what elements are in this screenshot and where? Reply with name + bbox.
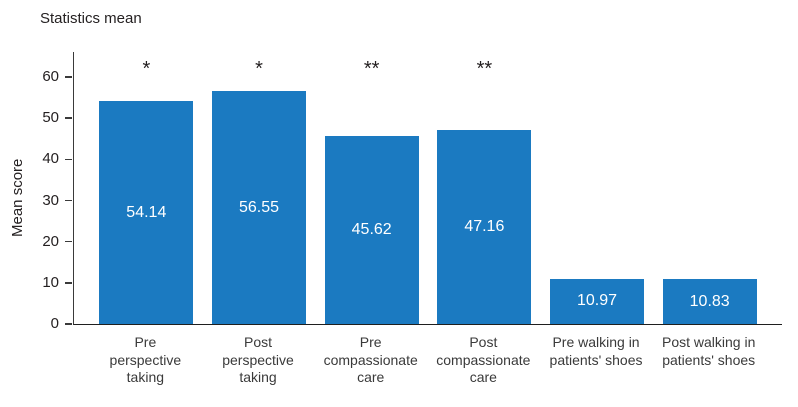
significance-annotation: ** [363,58,380,80]
significance-annotation: ** [476,58,493,80]
bar-slot: * 54.14 [90,52,203,324]
bar-slot: ** 45.62 [315,52,428,324]
bar-slot: * 56.55 [203,52,316,324]
x-axis-label: Post compassionate care [436,334,531,385]
chart-title: Statistics mean [40,10,142,27]
y-tick-label: 40 [42,150,59,168]
bar: 45.62 [324,136,419,324]
bars-row: * 54.14 * 56.55 ** 45.62 ** 47. [90,52,766,324]
bar-slot: 10.97 [541,52,654,324]
y-tick-mark [65,282,72,284]
bar-slot: 10.83 [653,52,766,324]
bar: 10.97 [550,278,645,324]
y-tick-mark [65,199,72,202]
bar: 10.83 [662,279,757,324]
bar-value-label: 45.62 [351,221,392,239]
bar-value-label: 10.83 [689,292,730,310]
plot-area: 0 10 20 30 40 50 60 * [42,52,782,332]
x-axis-label: Post perspective taking [222,334,294,385]
x-axis-label: Post walking in patients' shoes [662,334,756,368]
y-tick-label: 10 [42,273,59,291]
y-tick-label: 60 [42,68,59,85]
y-tick-label: 0 [50,315,59,332]
y-tick-mark [65,76,72,78]
y-tick-mark [65,117,72,119]
x-axis-labels-row: Pre perspective taking Post perspective … [89,334,765,387]
bar-value-label: 56.55 [238,198,280,216]
y-tick-label: 30 [42,191,59,209]
bar: 47.16 [437,129,532,324]
y-tick-mark [65,158,72,161]
y-tick-label: 20 [42,232,59,250]
bar-value-label: 10.97 [576,292,618,310]
x-axis-label: Pre perspective taking [109,334,182,385]
x-axis-label: Pre compassionate care [323,334,418,385]
bar: 54.14 [99,101,194,324]
y-tick-mark [65,240,72,243]
x-axis-label: Pre walking in patients' shoes [549,334,643,368]
y-tick-label: 50 [42,109,59,127]
bar-value-label: 47.16 [464,217,505,235]
y-tick-mark [65,323,72,325]
bar-value-label: 54.14 [126,203,167,221]
bar-slot: ** 47.16 [428,52,541,324]
significance-annotation: * [255,58,263,80]
significance-annotation: * [142,58,151,80]
bar: 56.55 [212,91,306,324]
